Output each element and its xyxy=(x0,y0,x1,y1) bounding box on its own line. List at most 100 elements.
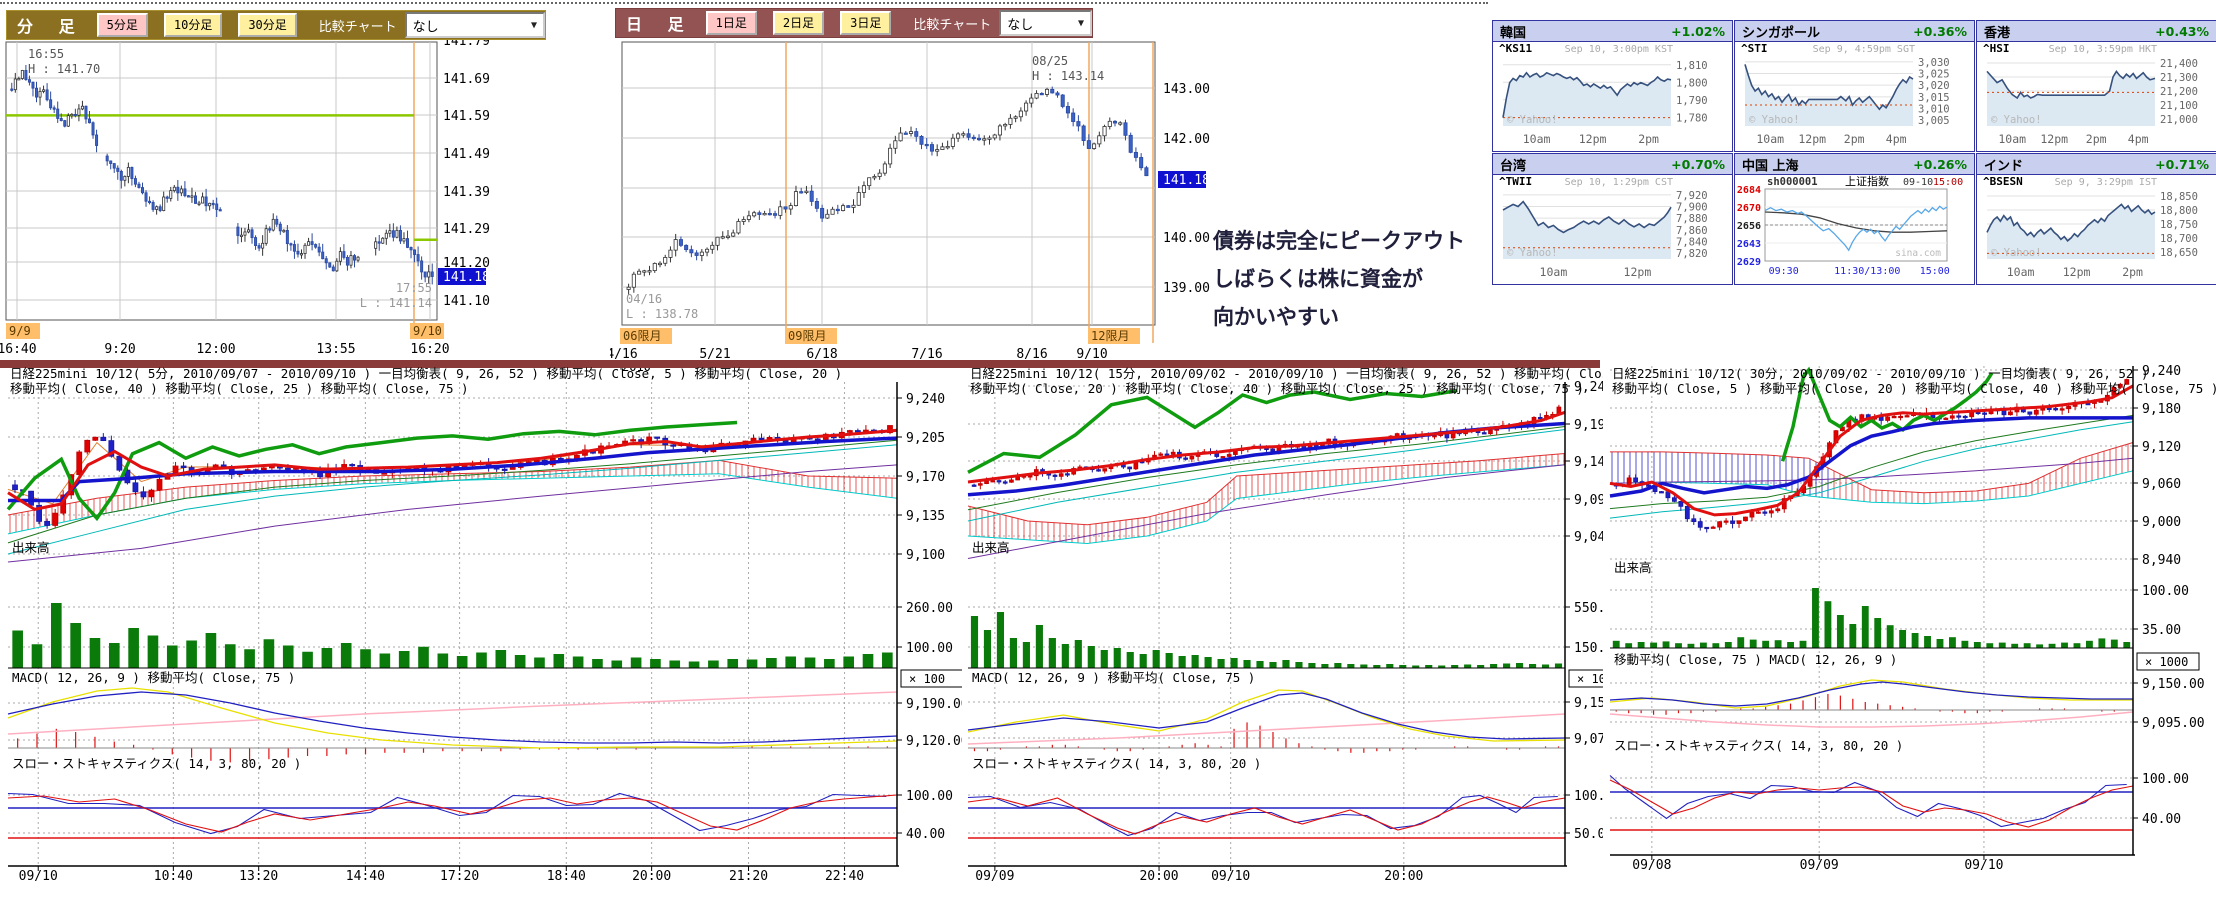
tab-10min[interactable]: 10分足 xyxy=(163,13,223,37)
dropdown-arrow-icon: ▼ xyxy=(1077,17,1084,29)
svg-text:7,920: 7,920 xyxy=(1676,190,1708,202)
market-change: +0.36% xyxy=(1913,23,1967,39)
svg-text:移動平均( Close, 75 ) MACD( 12,: 移動平均( Close, 75 ) MACD( 12, 26, 9 ) xyxy=(1614,652,1897,667)
svg-text:© Yahoo!: © Yahoo! xyxy=(1749,114,1800,126)
market-change: +1.02% xyxy=(1671,23,1725,39)
svg-text:MACD( 12, 26, 9 ) 移動平均( Clo: MACD( 12, 26, 9 ) 移動平均( Close, 75 ) xyxy=(972,670,1255,685)
svg-text:9,120: 9,120 xyxy=(2142,440,2181,455)
svg-text:12pm: 12pm xyxy=(1579,132,1607,146)
market-change: +0.26% xyxy=(1913,156,1967,172)
svg-text:3,025: 3,025 xyxy=(1918,69,1950,81)
svg-text:9,120.00: 9,120.00 xyxy=(906,734,962,749)
svg-text:09/10: 09/10 xyxy=(19,869,58,884)
svg-text:4pm: 4pm xyxy=(1886,132,1907,146)
tab-1day[interactable]: 1日足 xyxy=(705,11,757,35)
minute-compare-select[interactable]: なし ▼ xyxy=(404,12,545,38)
svg-text:^TWII: ^TWII xyxy=(1499,175,1532,188)
svg-text:1,810: 1,810 xyxy=(1676,60,1708,72)
world-markets-grid: 韓国 +1.02% ^KS11 Sep 10, 3:00pm KST 1,810 1,80… xyxy=(1492,20,2216,286)
svg-text:2pm: 2pm xyxy=(2122,265,2143,279)
svg-text:L : 138.78: L : 138.78 xyxy=(626,307,698,321)
svg-text:09/09: 09/09 xyxy=(1800,858,1839,873)
svg-text:出来高: 出来高 xyxy=(12,540,50,555)
svg-text:09/08: 09/08 xyxy=(1632,858,1671,873)
svg-text:10:40: 10:40 xyxy=(154,869,193,884)
tab-3day[interactable]: 3日足 xyxy=(840,11,892,35)
svg-text:8,940: 8,940 xyxy=(2142,553,2181,568)
daily-chart-panel: 日 足 1日足 2日足 3日足 比較チャート なし ▼ 08/25 H : 143… xyxy=(610,0,1210,372)
svg-text:18,800: 18,800 xyxy=(2160,205,2198,217)
svg-text:9,150.00: 9,150.00 xyxy=(2142,677,2205,692)
svg-text:日経225mini 10/12( 30分, 2010/09/: 日経225mini 10/12( 30分, 2010/09/02 - 2010/… xyxy=(1612,366,2149,381)
svg-text:21,000: 21,000 xyxy=(2160,114,2198,126)
svg-text:日経225mini 10/12( 5分, 2010/09/0: 日経225mini 10/12( 5分, 2010/09/07 - 2010/0… xyxy=(10,366,842,381)
daily-panel-title: 日 足 xyxy=(626,15,692,34)
svg-text:11:30/13:00: 11:30/13:00 xyxy=(1834,266,1900,277)
svg-text:12pm: 12pm xyxy=(2063,265,2091,279)
svg-text:Sep 10, 1:29pm CST: Sep 10, 1:29pm CST xyxy=(1565,177,1673,188)
svg-text:22:40: 22:40 xyxy=(825,869,864,884)
tab-2day[interactable]: 2日足 xyxy=(772,11,825,35)
svg-text:18,850: 18,850 xyxy=(2160,191,2198,203)
market-header-korea: 韓国 +1.02% xyxy=(1493,21,1732,42)
svg-text:9,240: 9,240 xyxy=(1574,380,1603,395)
svg-text:2643: 2643 xyxy=(1737,239,1761,250)
daily-compare-value: なし xyxy=(1007,17,1034,33)
tab-5min[interactable]: 5分足 xyxy=(96,13,148,37)
minute-compare-value: なし xyxy=(412,19,439,35)
svg-text:2670: 2670 xyxy=(1737,203,1761,214)
svg-text:141.18: 141.18 xyxy=(443,270,490,285)
svg-text:移動平均( Close, 40 ) 移動平均( Clos: 移動平均( Close, 40 ) 移動平均( Close, 25 ) 移動平均… xyxy=(10,381,469,396)
svg-text:スロー・ストキャスティクス( 14, 3, 80, 20 ): スロー・ストキャスティクス( 14, 3, 80, 20 ) xyxy=(12,756,301,771)
svg-text:09/09: 09/09 xyxy=(975,869,1014,884)
svg-text:04/16: 04/16 xyxy=(626,292,662,306)
svg-text:7,820: 7,820 xyxy=(1676,248,1708,260)
svg-text:06限月: 06限月 xyxy=(623,329,661,343)
market-header-singapore: シンガポール +0.36% xyxy=(1735,21,1974,42)
svg-text:MACD( 12, 26, 9 ) 移動平均( Clo: MACD( 12, 26, 9 ) 移動平均( Close, 75 ) xyxy=(12,670,295,685)
svg-text:18,700: 18,700 xyxy=(2160,233,2198,245)
svg-text:8/16: 8/16 xyxy=(1016,347,1047,362)
note-line: しばらくは株に資金が xyxy=(1213,267,1423,291)
market-mini-chart-singapore[interactable]: ^STI Sep 9, 4:59pm SGT3,0303,0253,0203,01… xyxy=(1735,42,1974,151)
tab-30min[interactable]: 30分足 xyxy=(238,13,297,37)
market-mini-chart-china[interactable]: sh000001 上证指数 09-10 15:00268426702656264326… xyxy=(1735,174,1974,284)
svg-text:9,100: 9,100 xyxy=(906,548,945,563)
market-panel-singapore: シンガポール +0.36% ^STI Sep 9, 4:59pm SGT 3,030 3,… xyxy=(1734,20,1975,152)
svg-text:3,005: 3,005 xyxy=(1918,115,1950,127)
section-divider-bar xyxy=(0,360,1600,368)
svg-text:9/10: 9/10 xyxy=(413,324,442,338)
market-panel-china: 中国 上海 +0.26% sh000001 上证指数 09-10 15:00 2684 267… xyxy=(1734,153,1975,285)
svg-text:2656: 2656 xyxy=(1737,221,1761,232)
svg-text:9,180: 9,180 xyxy=(2142,402,2181,417)
svg-text:1,790: 1,790 xyxy=(1676,95,1708,107)
svg-text:2629: 2629 xyxy=(1737,257,1761,268)
svg-text:16:55: 16:55 xyxy=(28,47,64,61)
svg-text:^KS11: ^KS11 xyxy=(1499,42,1532,55)
svg-text:× 100: × 100 xyxy=(909,672,945,686)
svg-text:日経225mini 10/12( 15分, 2010/09/: 日経225mini 10/12( 15分, 2010/09/02 - 2010/… xyxy=(970,366,1603,381)
daily-compare-select[interactable]: なし ▼ xyxy=(999,10,1092,36)
svg-text:H : 143.14: H : 143.14 xyxy=(1032,69,1104,83)
svg-text:35.00: 35.00 xyxy=(2142,623,2181,638)
svg-text:9,090: 9,090 xyxy=(1574,493,1603,508)
svg-text:10am: 10am xyxy=(1756,132,1784,146)
svg-text:150.00: 150.00 xyxy=(1574,641,1603,656)
svg-text:移動平均( Close, 20 ) 移動平均( Clos: 移動平均( Close, 20 ) 移動平均( Close, 40 ) 移動平均… xyxy=(970,381,1584,396)
svg-text:18:40: 18:40 xyxy=(547,869,586,884)
svg-text:17:55: 17:55 xyxy=(396,281,432,295)
daily-compare-label: 比較チャート xyxy=(913,17,992,33)
svg-text:100.00: 100.00 xyxy=(1574,789,1603,804)
market-header-taiwan: 台湾 +0.70% xyxy=(1493,154,1732,175)
svg-text:139.00: 139.00 xyxy=(1163,281,1210,296)
market-mini-chart-taiwan[interactable]: ^TWII Sep 10, 1:29pm CST7,9207,9007,8807,… xyxy=(1493,175,1732,284)
svg-text:5/21: 5/21 xyxy=(699,347,730,362)
svg-text:出来高: 出来高 xyxy=(1614,560,1652,575)
svg-text:143.00: 143.00 xyxy=(1163,82,1210,97)
svg-text:21:20: 21:20 xyxy=(729,869,768,884)
svg-text:7,900: 7,900 xyxy=(1676,202,1708,214)
svg-text:40.00: 40.00 xyxy=(2142,812,2181,827)
